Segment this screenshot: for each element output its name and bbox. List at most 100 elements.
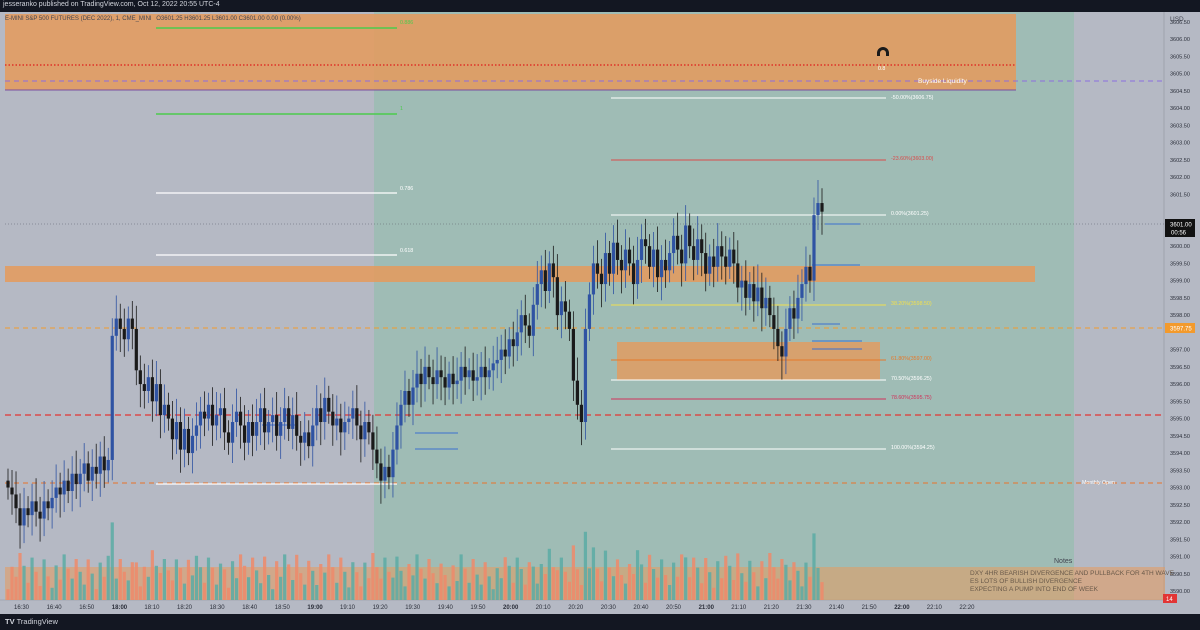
volume-bar (102, 576, 106, 600)
volume-bar (427, 559, 431, 600)
volume-bar (62, 554, 66, 600)
volume-bar (114, 578, 118, 600)
candle-body (423, 366, 427, 385)
volume-bar (335, 582, 339, 600)
magnet-icon[interactable] (877, 47, 889, 56)
fib-0-label: 0.00%(3601.25) (891, 211, 929, 217)
candle-body (379, 463, 383, 481)
fib-left-0618-label: 0.618 (400, 248, 414, 254)
volume-bar (70, 578, 74, 600)
volume-bar (676, 576, 680, 600)
volume-bar (186, 559, 191, 600)
last-price-badge (1165, 219, 1195, 237)
candle-body (603, 253, 608, 285)
volume-bar (511, 582, 515, 600)
volume-bar (531, 566, 535, 600)
volume-bar (748, 560, 752, 600)
symbol-legend[interactable]: E-MINI S&P 500 FUTURES (DEC 2022), 1, CM… (5, 16, 301, 22)
candle-body (214, 415, 219, 426)
candle-body (575, 380, 579, 405)
candle-body (720, 246, 724, 257)
candle-body (174, 422, 179, 440)
symbol-name[interactable]: E-MINI S&P 500 FUTURES (DEC 2022), 1, CM… (5, 16, 152, 22)
candle-body (555, 277, 559, 316)
candle-body (639, 239, 644, 260)
volume-bar (234, 578, 239, 600)
volume-bar (403, 586, 407, 600)
candle-body (335, 418, 339, 426)
volume-bar (668, 585, 672, 600)
candle-body (676, 235, 680, 250)
volume-bar (623, 583, 628, 600)
candle-body (299, 435, 303, 443)
volume-bar (267, 575, 271, 600)
volume-bar (539, 564, 543, 600)
candle-body (772, 315, 776, 329)
price-tick-label: 3599.00 (1170, 279, 1190, 285)
candle-body (275, 415, 279, 436)
volume-bar (760, 561, 764, 600)
candle-body (491, 363, 495, 371)
time-tick-label: 20:50 (666, 605, 682, 611)
volume-bar (820, 582, 824, 600)
volume-bar (780, 559, 784, 600)
candle-body (150, 377, 154, 402)
volume-bar (415, 554, 419, 600)
candle-body (246, 422, 251, 443)
candle-body (744, 280, 748, 298)
volume-bar (603, 550, 608, 600)
candle-body (251, 422, 255, 436)
volume-bar (724, 555, 728, 600)
candle-body (792, 308, 796, 319)
volume-bar (591, 547, 596, 600)
fib-382-label: 38.20%(3598.50) (891, 301, 932, 307)
candle-body (186, 428, 191, 454)
candle-body (242, 425, 247, 443)
price-axis-panel[interactable] (1164, 12, 1200, 614)
volume-bar (627, 564, 632, 600)
volume-bar (688, 577, 692, 600)
candle-body (439, 370, 443, 378)
volume-bar (507, 565, 511, 600)
volume-bar (367, 578, 371, 600)
volume-bar (343, 571, 347, 600)
candle-body (567, 311, 571, 329)
volume-bar (174, 559, 179, 600)
candle-body (22, 508, 26, 526)
volume-bar (291, 580, 295, 600)
volume-bar (218, 563, 223, 600)
supply-zone-top[interactable] (5, 14, 1016, 90)
volume-bar (792, 562, 796, 600)
volume-bar (487, 576, 491, 600)
candle-body (114, 318, 118, 336)
volume-bar (491, 589, 495, 600)
candle-body (756, 287, 760, 302)
volume-bar (419, 568, 423, 600)
candle-body (106, 459, 110, 471)
volume-bar (251, 557, 255, 600)
tradingview-logo[interactable]: TV TradingView (5, 617, 58, 626)
volume-bar (732, 580, 736, 600)
candle-body (263, 408, 267, 433)
candle-body (780, 346, 784, 357)
volume-bar (283, 554, 287, 600)
volume-bar (138, 586, 142, 600)
candle-body (748, 284, 752, 298)
fib-100-label: 100.00%(3594.25) (891, 445, 935, 451)
volume-bar (10, 566, 14, 600)
volume-bar (178, 568, 183, 600)
ote-zone-box[interactable] (617, 342, 880, 380)
time-tick-label: 18:00 (112, 605, 128, 611)
candle-body (788, 308, 792, 329)
time-tick-label: 19:00 (307, 605, 323, 611)
volume-bar (716, 561, 720, 600)
demand-zone-mid[interactable] (5, 266, 1035, 282)
volume-bar (571, 545, 575, 600)
volume-bar (499, 578, 503, 600)
candle-body (142, 384, 146, 391)
price-chart[interactable]: 16:30 16:40 16:50 18:00 18:10 18:20 18:30 18:40… (0, 12, 1200, 614)
volume-bar (162, 559, 166, 600)
volume-bar (800, 586, 804, 600)
price-tick-label: 3591.50 (1170, 537, 1190, 543)
time-axis-panel[interactable] (0, 600, 1164, 614)
